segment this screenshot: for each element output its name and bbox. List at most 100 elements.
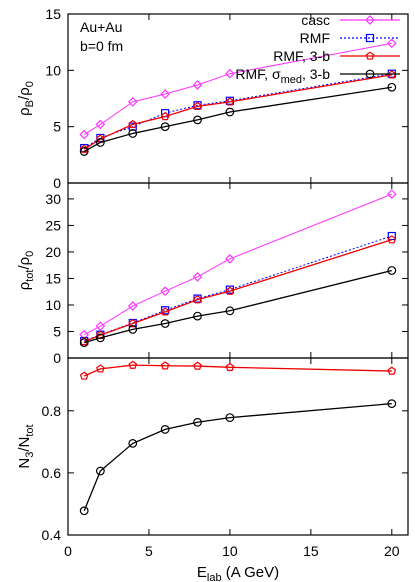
legend-marker bbox=[365, 51, 375, 60]
data-point-casc bbox=[160, 286, 170, 297]
y-tick-label: 15 bbox=[45, 270, 61, 286]
series-line-casc bbox=[83, 42, 392, 135]
y-axis-label-rhoTot: ρtot/ρ0 bbox=[16, 251, 36, 291]
legend-entry-rmfmed: RMF, σmed, 3-b bbox=[235, 66, 400, 86]
y-tick-label: 5 bbox=[53, 119, 61, 135]
data-point-rmfmed bbox=[128, 129, 138, 138]
y-tick-label: 5 bbox=[53, 323, 61, 339]
series-rmf3b-rhoB bbox=[79, 70, 397, 153]
y-tick-label: 25 bbox=[45, 217, 61, 233]
panel-rhoB: 0 5 10 15 ρB/ρ0 bbox=[16, 6, 409, 191]
data-point-casc bbox=[192, 272, 203, 282]
data-point-rmf3b bbox=[387, 235, 397, 244]
y-tick-label: 0.4 bbox=[42, 527, 62, 543]
data-point-rmf3b bbox=[225, 286, 235, 295]
series-line-casc bbox=[83, 193, 392, 336]
data-point-rmfmed bbox=[193, 417, 202, 427]
y-axis-label-text: ρtot/ρ0 bbox=[16, 251, 36, 291]
data-point-rmf3b bbox=[160, 361, 170, 370]
data-point-casc bbox=[192, 80, 203, 90]
data-point-casc bbox=[160, 89, 170, 99]
data-point-rmfmed bbox=[160, 122, 170, 132]
y-tick-label: 10 bbox=[45, 297, 61, 313]
y-tick-label: 30 bbox=[45, 191, 61, 207]
y-tick-label: 0 bbox=[53, 175, 61, 191]
y-axis-label-text: ρB/ρ0 bbox=[16, 81, 36, 116]
data-point-rmfmed bbox=[387, 266, 397, 275]
panel-n3ratio: 0.4 0.6 0.8 N3/Ntot bbox=[16, 357, 409, 543]
series-line-rmf3b bbox=[83, 74, 392, 150]
annotation-line-2: b=0 fm bbox=[80, 38, 123, 54]
panel-frame-rhoTot bbox=[67, 182, 409, 359]
legend-entry-rmf3b: RMF, 3-b bbox=[273, 48, 400, 64]
x-tick-label: 15 bbox=[303, 543, 319, 559]
x-axis: 0 5 10 15 20 Elab (A GeV) bbox=[64, 543, 400, 582]
data-point-casc bbox=[95, 119, 106, 130]
data-point-rmf3b bbox=[160, 111, 170, 121]
legend-marker bbox=[365, 33, 375, 43]
x-tick-label: 10 bbox=[222, 543, 238, 559]
data-point-rmf3b bbox=[128, 360, 138, 369]
annotation-line-1: Au+Au bbox=[80, 19, 122, 35]
legend-marker bbox=[365, 15, 375, 25]
data-point-casc bbox=[127, 301, 138, 311]
legend: casc RMF RMF, 3-b RMF, σmed, 3-b bbox=[235, 12, 400, 86]
data-point-rmf3b bbox=[128, 318, 138, 328]
data-point-rmfmed bbox=[79, 147, 89, 156]
y-tick-label: 0 bbox=[53, 350, 61, 366]
series-line-rmf3b bbox=[83, 364, 392, 377]
data-point-rmfmed bbox=[225, 107, 235, 117]
series-line-rmfmed bbox=[83, 86, 392, 153]
data-point-rmfmed bbox=[95, 333, 105, 343]
data-point-rmfmed bbox=[225, 413, 235, 423]
data-point-casc bbox=[127, 97, 138, 107]
data-point-rmfmed bbox=[95, 138, 105, 147]
data-point-casc bbox=[386, 38, 397, 49]
legend-label: RMF bbox=[300, 30, 330, 46]
data-point-casc bbox=[225, 253, 235, 264]
x-tick-label: 5 bbox=[145, 543, 153, 559]
y-tick-label: 0.8 bbox=[42, 403, 62, 419]
legend-entry-casc: casc bbox=[301, 12, 400, 28]
x-tick-label: 20 bbox=[384, 543, 400, 559]
data-point-casc bbox=[386, 189, 397, 199]
data-point-rmf3b bbox=[193, 101, 202, 111]
data-point-rmf3b bbox=[79, 144, 89, 153]
data-point-rmf bbox=[387, 231, 396, 241]
data-point-rmfmed bbox=[387, 399, 397, 409]
legend-label: casc bbox=[301, 12, 330, 28]
legend-label: RMF, 3-b bbox=[273, 48, 330, 64]
data-point-rmf3b bbox=[193, 295, 202, 304]
y-tick-label: 20 bbox=[45, 244, 61, 260]
data-point-rmf3b bbox=[128, 119, 138, 129]
data-point-rmfmed bbox=[193, 311, 202, 321]
y-axis-label-n3ratio: N3/Ntot bbox=[16, 424, 36, 468]
legend-marker bbox=[365, 69, 375, 79]
series-rmf3b-rhoTot bbox=[79, 235, 397, 346]
x-tick-label: 0 bbox=[64, 543, 72, 559]
series-line-rmf3b bbox=[83, 239, 393, 343]
data-point-rmf3b bbox=[193, 361, 202, 370]
legend-entry-rmf: RMF bbox=[300, 30, 400, 46]
data-point-rmf3b bbox=[160, 307, 170, 316]
data-point-casc bbox=[225, 68, 235, 79]
series-line-rmfmed bbox=[84, 269, 392, 344]
series-rmfmed-n3ratio bbox=[79, 399, 397, 516]
y-tick-label: 0.6 bbox=[42, 465, 62, 481]
data-point-rmfmed bbox=[128, 324, 138, 334]
series-rmf3b-n3ratio bbox=[79, 360, 397, 380]
data-point-rmfmed bbox=[79, 338, 89, 348]
data-point-rmfmed bbox=[160, 319, 170, 328]
y-axis-label-text: N3/Ntot bbox=[16, 424, 36, 468]
panel-frame-n3ratio bbox=[67, 357, 409, 536]
series-rmfmed-rhoTot bbox=[79, 266, 397, 348]
legend-label: RMF, σmed, 3-b bbox=[235, 66, 330, 86]
panels-layer: 0 5 10 15 ρB/ρ0 0 5 10 15 20 25 30 ρtot/ρ0 0.4 0.6 0.8 N… bbox=[16, 6, 409, 543]
y-tick-label: 10 bbox=[45, 62, 61, 78]
data-point-rmfmed bbox=[193, 115, 202, 125]
data-point-rmfmed bbox=[79, 506, 89, 516]
series-line-rmfmed bbox=[83, 403, 392, 512]
series-casc-rhoTot bbox=[79, 189, 397, 340]
data-point-rmf3b bbox=[96, 364, 105, 373]
